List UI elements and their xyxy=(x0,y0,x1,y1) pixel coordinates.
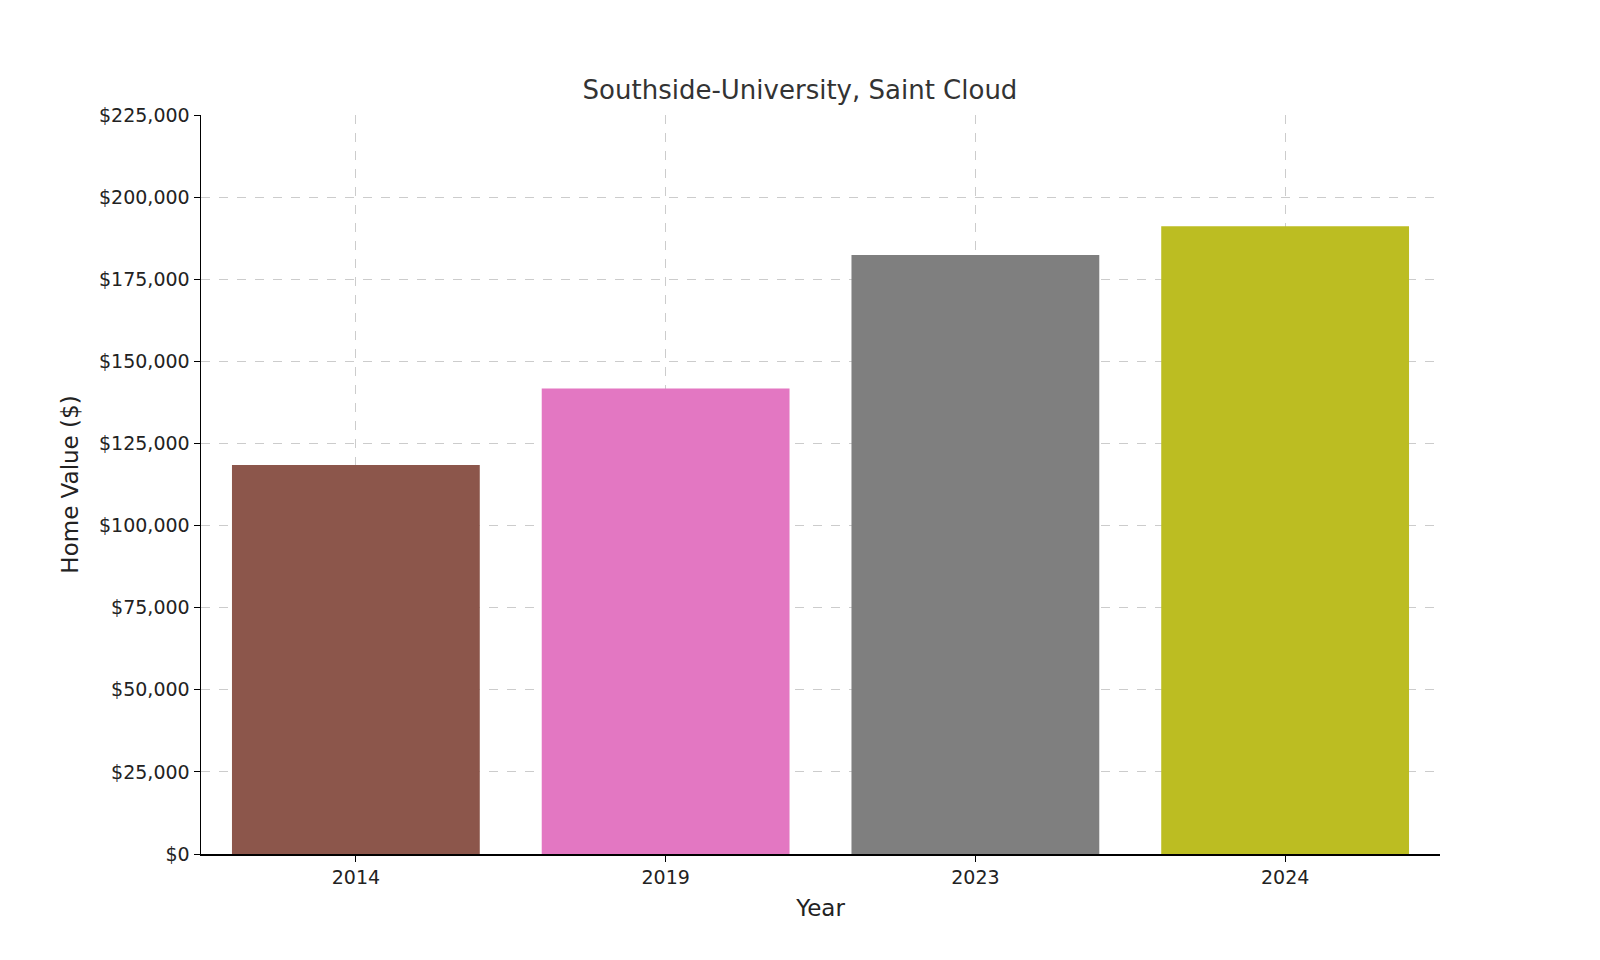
svg-text:Year: Year xyxy=(795,895,845,921)
svg-text:2024: 2024 xyxy=(1261,866,1309,888)
svg-text:$125,000: $125,000 xyxy=(99,432,190,454)
svg-text:$225,000: $225,000 xyxy=(99,104,190,126)
svg-text:Southside-University, Saint Cl: Southside-University, Saint Cloud xyxy=(583,75,1018,105)
svg-text:$0: $0 xyxy=(166,843,190,865)
svg-text:2019: 2019 xyxy=(641,866,689,888)
svg-text:$175,000: $175,000 xyxy=(99,268,190,290)
svg-text:$75,000: $75,000 xyxy=(111,596,190,618)
svg-text:$150,000: $150,000 xyxy=(99,350,190,372)
svg-text:$25,000: $25,000 xyxy=(111,761,190,783)
svg-text:$100,000: $100,000 xyxy=(99,514,190,536)
svg-text:Home Value ($): Home Value ($) xyxy=(57,395,83,573)
svg-text:2014: 2014 xyxy=(332,866,380,888)
svg-text:2023: 2023 xyxy=(951,866,999,888)
svg-text:$50,000: $50,000 xyxy=(111,678,190,700)
svg-text:$200,000: $200,000 xyxy=(99,186,190,208)
